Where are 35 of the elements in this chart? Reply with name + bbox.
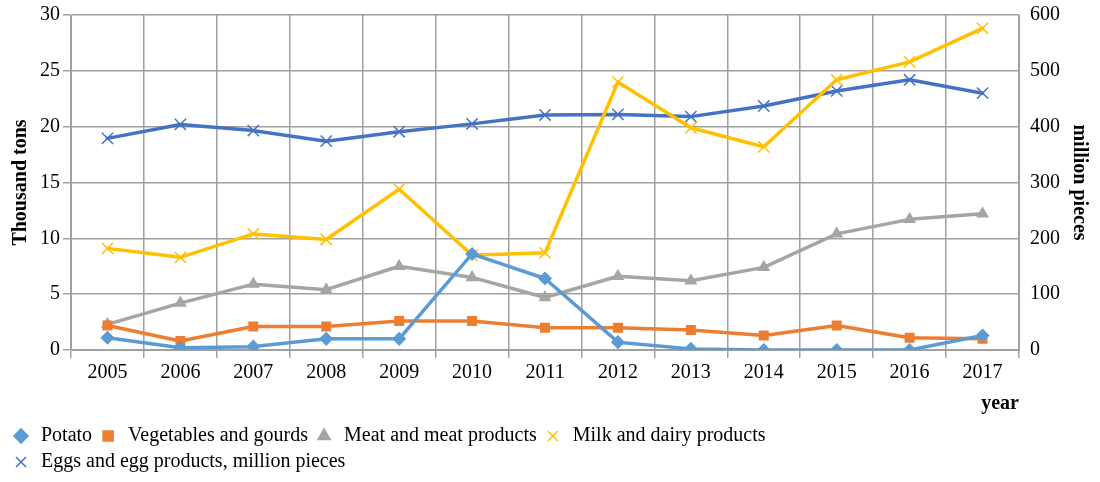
x-tick-label: 2016 [889,360,930,383]
y-tick-label: 25 [40,58,60,81]
y2-tick-label: 0 [1030,337,1040,360]
y2-axis-title: million pieces [1068,124,1092,241]
y-tick-label: 20 [40,113,60,136]
x-tick-label: 2009 [379,360,420,383]
x-tick-label: 2014 [743,360,784,383]
y2-tick-label: 600 [1030,2,1060,25]
y-tick-label: 5 [50,281,60,304]
y2-tick-label: 100 [1030,281,1060,304]
x-tick-label: 2015 [816,360,857,383]
y-tick-label: 0 [50,337,60,360]
legend-label: Potato [41,423,93,446]
legend-label: Meat and meat products [344,423,537,447]
y2-tick-label: 300 [1030,169,1060,192]
y2-tick-label: 400 [1030,113,1060,136]
x-tick-label: 2012 [597,360,638,383]
x-axis-title: year [981,391,1020,415]
x-tick-label: 2007 [233,360,274,383]
y-tick-label: 30 [40,2,60,25]
legend-label: Eggs and egg products, million pieces [41,449,346,473]
legend-label: Vegetables and gourds [128,423,309,447]
y-tick-label: 10 [40,225,60,248]
y2-tick-label: 200 [1030,225,1060,248]
x-tick-label: 2017 [962,360,1003,383]
legend-label: Milk and dairy products [572,423,766,447]
y-tick-label: 15 [40,169,60,192]
x-tick-label: 2010 [452,360,493,383]
x-tick-label: 2013 [670,360,711,383]
x-tick-label: 2006 [160,360,201,383]
x-tick-label: 2011 [525,360,565,383]
x-tick-label: 2008 [306,360,347,383]
y-axis-title: Thousand tons [8,119,31,246]
x-tick-label: 2005 [87,360,128,383]
y2-tick-label: 500 [1030,58,1060,81]
